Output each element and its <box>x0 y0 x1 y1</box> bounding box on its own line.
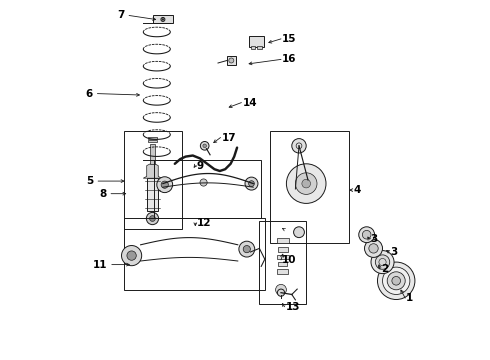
Circle shape <box>149 216 155 221</box>
Circle shape <box>127 251 136 260</box>
Circle shape <box>292 139 306 153</box>
Text: 8: 8 <box>99 189 107 199</box>
Circle shape <box>294 227 304 238</box>
Bar <box>153 15 173 23</box>
Circle shape <box>369 244 378 253</box>
Bar <box>150 144 155 164</box>
Circle shape <box>200 141 209 150</box>
Bar <box>270 131 349 243</box>
Circle shape <box>371 251 394 274</box>
Bar <box>278 247 288 252</box>
Bar <box>276 238 289 243</box>
Circle shape <box>392 276 400 285</box>
Circle shape <box>161 181 169 188</box>
Bar <box>257 46 262 49</box>
Bar <box>148 140 157 142</box>
Text: 6: 6 <box>86 89 93 99</box>
Text: 16: 16 <box>282 54 296 64</box>
Text: 7: 7 <box>118 10 125 21</box>
Bar <box>277 269 288 274</box>
Circle shape <box>295 173 317 194</box>
Polygon shape <box>143 164 162 178</box>
Circle shape <box>365 239 383 257</box>
Circle shape <box>286 164 326 203</box>
Circle shape <box>363 230 371 239</box>
Circle shape <box>302 179 311 188</box>
Bar <box>154 160 261 218</box>
Circle shape <box>162 19 164 20</box>
Bar <box>251 46 255 49</box>
Text: 11: 11 <box>93 260 107 270</box>
Text: 17: 17 <box>221 132 236 143</box>
Circle shape <box>161 18 165 22</box>
Circle shape <box>147 212 159 225</box>
Bar <box>278 262 287 266</box>
Circle shape <box>245 177 258 190</box>
Circle shape <box>383 267 410 294</box>
Circle shape <box>200 179 207 186</box>
Circle shape <box>229 58 234 63</box>
Circle shape <box>239 241 255 257</box>
Text: 12: 12 <box>196 218 211 228</box>
Text: 15: 15 <box>282 34 296 44</box>
Bar <box>259 221 306 304</box>
Circle shape <box>359 227 374 243</box>
Circle shape <box>248 181 254 186</box>
Text: 3: 3 <box>370 234 377 244</box>
Bar <box>124 218 265 290</box>
Bar <box>227 56 236 65</box>
Circle shape <box>277 289 285 296</box>
Circle shape <box>122 246 142 266</box>
Text: 13: 13 <box>286 302 300 312</box>
Text: 1: 1 <box>406 293 414 303</box>
Text: 10: 10 <box>282 255 296 265</box>
Circle shape <box>203 144 206 148</box>
Bar <box>147 178 158 211</box>
Text: 9: 9 <box>196 161 203 171</box>
Circle shape <box>275 284 286 295</box>
Circle shape <box>157 177 172 193</box>
Text: 4: 4 <box>353 185 360 195</box>
Circle shape <box>377 262 415 300</box>
Bar <box>248 36 264 47</box>
Text: 14: 14 <box>243 98 257 108</box>
Bar <box>148 137 157 139</box>
Text: 5: 5 <box>87 176 94 186</box>
Text: 2: 2 <box>381 264 389 274</box>
Circle shape <box>375 255 390 269</box>
Bar <box>124 131 182 229</box>
Circle shape <box>243 246 250 253</box>
Text: 3: 3 <box>390 247 397 257</box>
Bar <box>277 255 289 259</box>
Circle shape <box>387 272 405 290</box>
